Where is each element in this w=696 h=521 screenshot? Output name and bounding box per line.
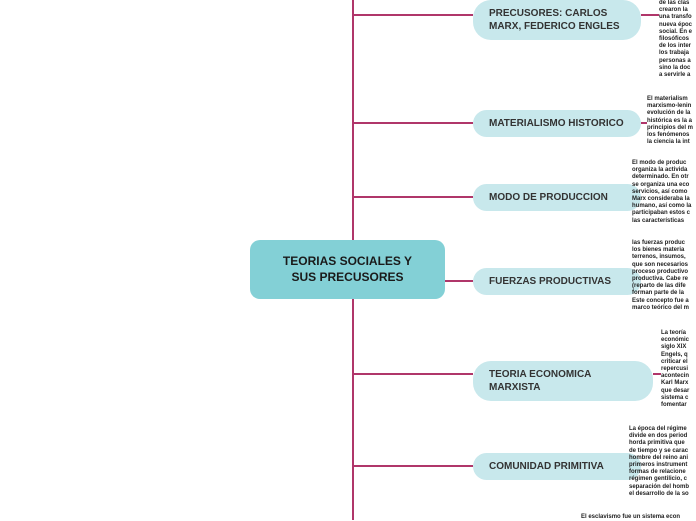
- root-node[interactable]: TEORIAS SOCIALES Y SUS PRECUSORES: [250, 240, 445, 299]
- child-node-teoriaecon[interactable]: TEORIA ECONOMICA MARXISTA: [473, 361, 653, 401]
- description-precusores: de las clas crearon la una transfo nueva…: [659, 0, 692, 79]
- description-comunidad: La época del régime divide en dos period…: [629, 426, 689, 498]
- child-node-materialismo[interactable]: MATERIALISMO HISTORICO: [473, 110, 641, 137]
- mindmap-canvas: TEORIAS SOCIALES Y SUS PRECUSORES PRECUS…: [0, 0, 696, 520]
- description-teoriaecon: La teoría económic siglo XIX Engels, q c…: [661, 330, 689, 409]
- description-materialismo: El materialism marxismo-lenin evolución …: [647, 96, 693, 146]
- description-fuerzas: las fuerzas produc los bienes materia te…: [632, 240, 689, 312]
- description-modo: El modo de produc organiza la activida d…: [632, 160, 691, 225]
- child-node-modo[interactable]: MODO DE PRODUCCION: [473, 184, 641, 211]
- child-node-precusores[interactable]: PRECUSORES: CARLOS MARX, FEDERICO ENGLES: [473, 0, 641, 40]
- child-node-fuerzas[interactable]: FUERZAS PRODUCTIVAS: [473, 268, 641, 295]
- child-node-comunidad[interactable]: COMUNIDAD PRIMITIVA: [473, 453, 641, 480]
